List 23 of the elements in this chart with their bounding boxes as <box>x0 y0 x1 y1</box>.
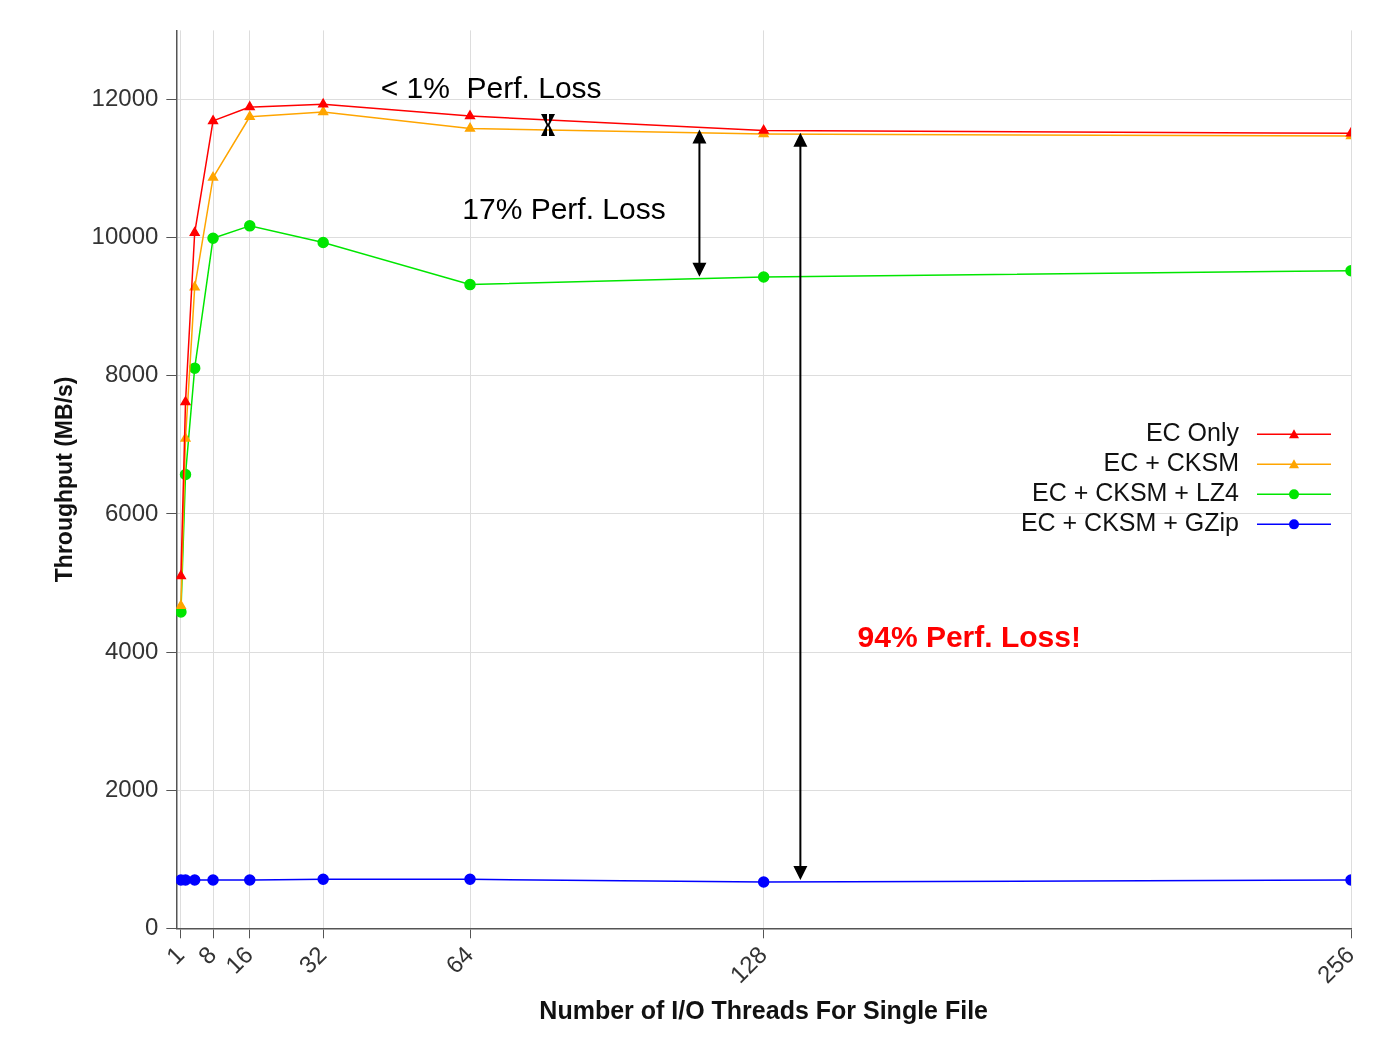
x-tick-label: 1 <box>160 940 190 970</box>
x-tick-label: 16 <box>220 940 258 979</box>
y-tick-label: 12000 <box>91 84 159 112</box>
y-tick-label: 4000 <box>104 636 159 664</box>
y-tick-label: 8000 <box>104 360 159 388</box>
x-tick-label: 64 <box>440 940 479 979</box>
x-tick-label: 8 <box>192 940 222 970</box>
y-tick-label: 6000 <box>104 498 159 526</box>
annotation: 17% Perf. Loss <box>462 192 666 226</box>
x-axis-title: Number of I/O Threads For Single File <box>539 995 989 1024</box>
legend-label: EC + CKSM + GZip <box>1020 508 1239 537</box>
x-tick-label: 128 <box>724 940 772 989</box>
annotation: < 1% Perf. Loss <box>380 70 602 104</box>
legend-label: EC Only <box>1145 418 1240 447</box>
x-tick-label: 32 <box>293 940 332 979</box>
y-tick-label: 10000 <box>91 222 159 250</box>
y-tick-label: 0 <box>144 912 159 940</box>
y-tick-label: 2000 <box>104 774 159 802</box>
y-axis-title: Throughput (MB/s) <box>51 376 78 583</box>
x-tick-label: 256 <box>1311 940 1360 989</box>
annotation: 94% Perf. Loss! <box>857 619 1081 653</box>
legend-label: EC + CKSM <box>1103 448 1239 477</box>
legend-label: EC + CKSM + LZ4 <box>1031 478 1240 507</box>
